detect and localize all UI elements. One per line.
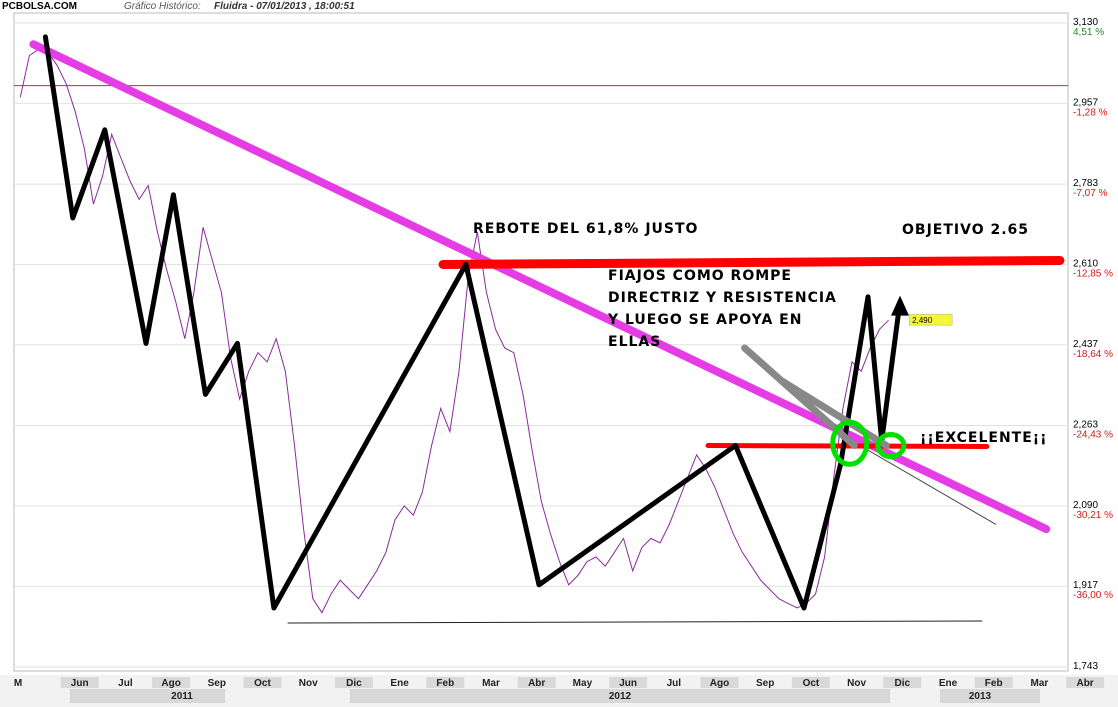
x-tick-label: Feb [985,678,1003,689]
annotation-objetivo: OBJETIVO 2.65 [902,222,1029,238]
year-band [940,689,1040,703]
last-price-badge [908,313,953,326]
chart-label: Gráfico Histórico: [124,1,201,12]
price-line [19,45,889,614]
x-tick-label: Jul [667,678,682,689]
y-tick-percent: -18,64 % [1073,349,1113,360]
y-tick-label: 2,610 [1073,258,1098,269]
x-tick-label: Oct [803,678,820,689]
x-axis-band [0,675,1118,707]
x-tick-label: Oct [254,678,271,689]
x-tick-label: Nov [847,678,866,689]
x-tick-label: Mar [482,678,500,689]
y-tick-percent: -7,07 % [1073,188,1108,199]
month-band [60,677,99,688]
y-tick-label: 2,437 [1073,339,1098,350]
year-label: 2013 [969,691,992,702]
base-support-line [287,620,983,624]
y-tick-label: 3,130 [1073,17,1098,28]
y-tick-percent: -12,85 % [1073,268,1113,279]
x-tick-label: Feb [436,678,454,689]
month-band [974,677,1013,688]
x-tick-label: Dic [895,678,911,689]
last-price-label: 2,490 [912,316,933,325]
x-tick-label: Ago [161,678,180,689]
x-tick-label: Jun [619,678,637,689]
highlight-circle [830,419,870,467]
hand-drawings: 2,490 [29,34,1065,624]
month-band [152,677,191,688]
month-band [334,677,373,688]
gridlines [13,12,1069,672]
year-label: 2011 [171,691,193,702]
x-tick-label: Ene [390,678,409,689]
arrow-head [891,295,910,316]
y-tick-label: 2,957 [1073,97,1098,108]
x-tick-label: May [573,678,593,689]
x-tick-label: Abr [528,678,545,689]
x-tick-label: Sep [756,678,774,689]
x-tick-label: Jul [118,678,133,689]
ticker-date: Fluidra - 07/01/2013 , 18:00:51 [214,1,355,12]
x-tick-label: Sep [208,678,226,689]
x-tick-label: Dic [346,678,362,689]
month-band [1066,677,1105,688]
annotation-fiajos-line: ELLAS [608,334,661,350]
x-tick-label: Jun [71,678,89,689]
x-tick-label: Mar [1031,678,1049,689]
month-band [243,677,282,688]
x-tick-label: Ago [710,678,729,689]
month-band [426,677,465,688]
y-tick-percent: -30,21 % [1073,510,1113,521]
y-tick-label: 2,263 [1073,420,1098,431]
price-series [19,45,889,614]
x-tick-label: M [14,678,22,689]
resistance-line [438,255,1065,269]
highlight-circle [875,432,907,460]
year-band [350,689,890,703]
x-axis: M Jun Jul Ago Sep Oct Nov Dic Ene Feb Mar Abr May Jun… [14,678,1094,702]
year-band [70,689,225,703]
annotation-fiajos-line: DIRECTRIZ Y RESISTENCIA [608,290,837,306]
y-tick-label: 1,743 [1073,661,1098,672]
y-tick-percent: -1,28 % [1073,107,1108,118]
support-line [705,443,990,450]
x-tick-label: Abr [1076,678,1093,689]
annotations: REBOTE DEL 61,8% JUSTO OBJETIVO 2.65 FIAJO… [473,221,1048,446]
brand-label: PCBOLSA.COM [2,1,77,12]
annotation-fiajos-line: Y LUEGO SE APOYA EN [607,312,802,328]
zigzag-line [42,34,903,611]
pointer-arrow [777,377,890,450]
y-tick-label: 2,090 [1073,500,1098,511]
annotation-excelente: ¡¡EXCELENTE¡¡ [920,430,1048,446]
month-band [517,677,556,688]
annotation-fiajos-line: FIAJOS COMO ROMPE [608,268,792,284]
y-tick-percent: 4,51 % [1073,27,1104,38]
y-tick-label: 1,917 [1073,580,1098,591]
y-tick-percent: -24,43 % [1073,430,1113,441]
month-band [791,677,830,688]
annotation-rebote: REBOTE DEL 61,8% JUSTO [473,221,698,237]
month-band [609,677,648,688]
month-band [700,677,739,688]
month-band [883,677,922,688]
y-tick-label: 2,783 [1073,178,1098,189]
x-tick-label: Ene [939,678,958,689]
x-tick-label: Nov [299,678,318,689]
y-tick-percent: -36,00 % [1073,590,1113,601]
year-label: 2012 [609,691,632,702]
plot-frame [13,12,1069,672]
